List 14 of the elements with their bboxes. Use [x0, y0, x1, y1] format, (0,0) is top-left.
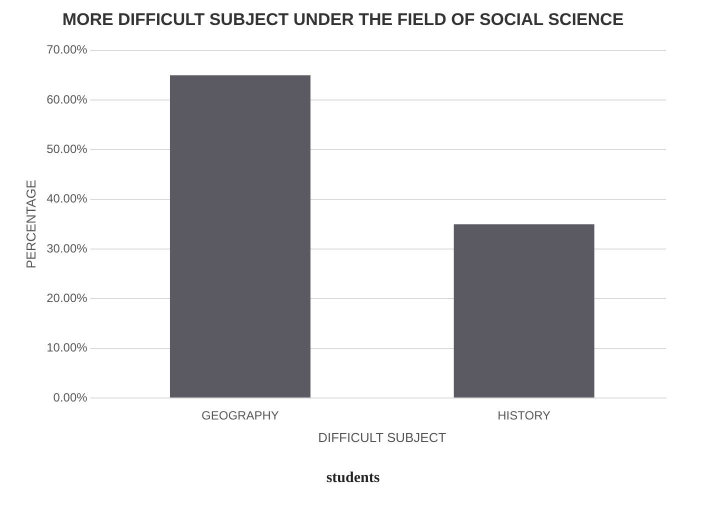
x-axis-title: DIFFICULT SUBJECT: [318, 430, 446, 445]
x-tick-label: GEOGRAPHY: [202, 408, 279, 423]
x-tick-label: HISTORY: [498, 408, 551, 423]
y-tick-label: 20.00%: [46, 291, 88, 305]
y-tick-label: 30.00%: [46, 241, 88, 256]
y-tick-label: 10.00%: [46, 340, 88, 355]
y-tick-label: 50.00%: [46, 142, 88, 156]
y-tick-label: 40.00%: [46, 192, 88, 206]
chart-title: MORE DIFFICULT SUBJECT UNDER THE FIELD OF SOCIAL SCIENCE: [62, 10, 624, 29]
y-tick-label: 70.00%: [46, 42, 88, 57]
y-tick-label: 0.00%: [53, 390, 88, 404]
y-tick-label: 60.00%: [46, 92, 88, 106]
y-axis-title: PERCENTAGE: [23, 180, 38, 269]
text: students: [325, 470, 381, 487]
